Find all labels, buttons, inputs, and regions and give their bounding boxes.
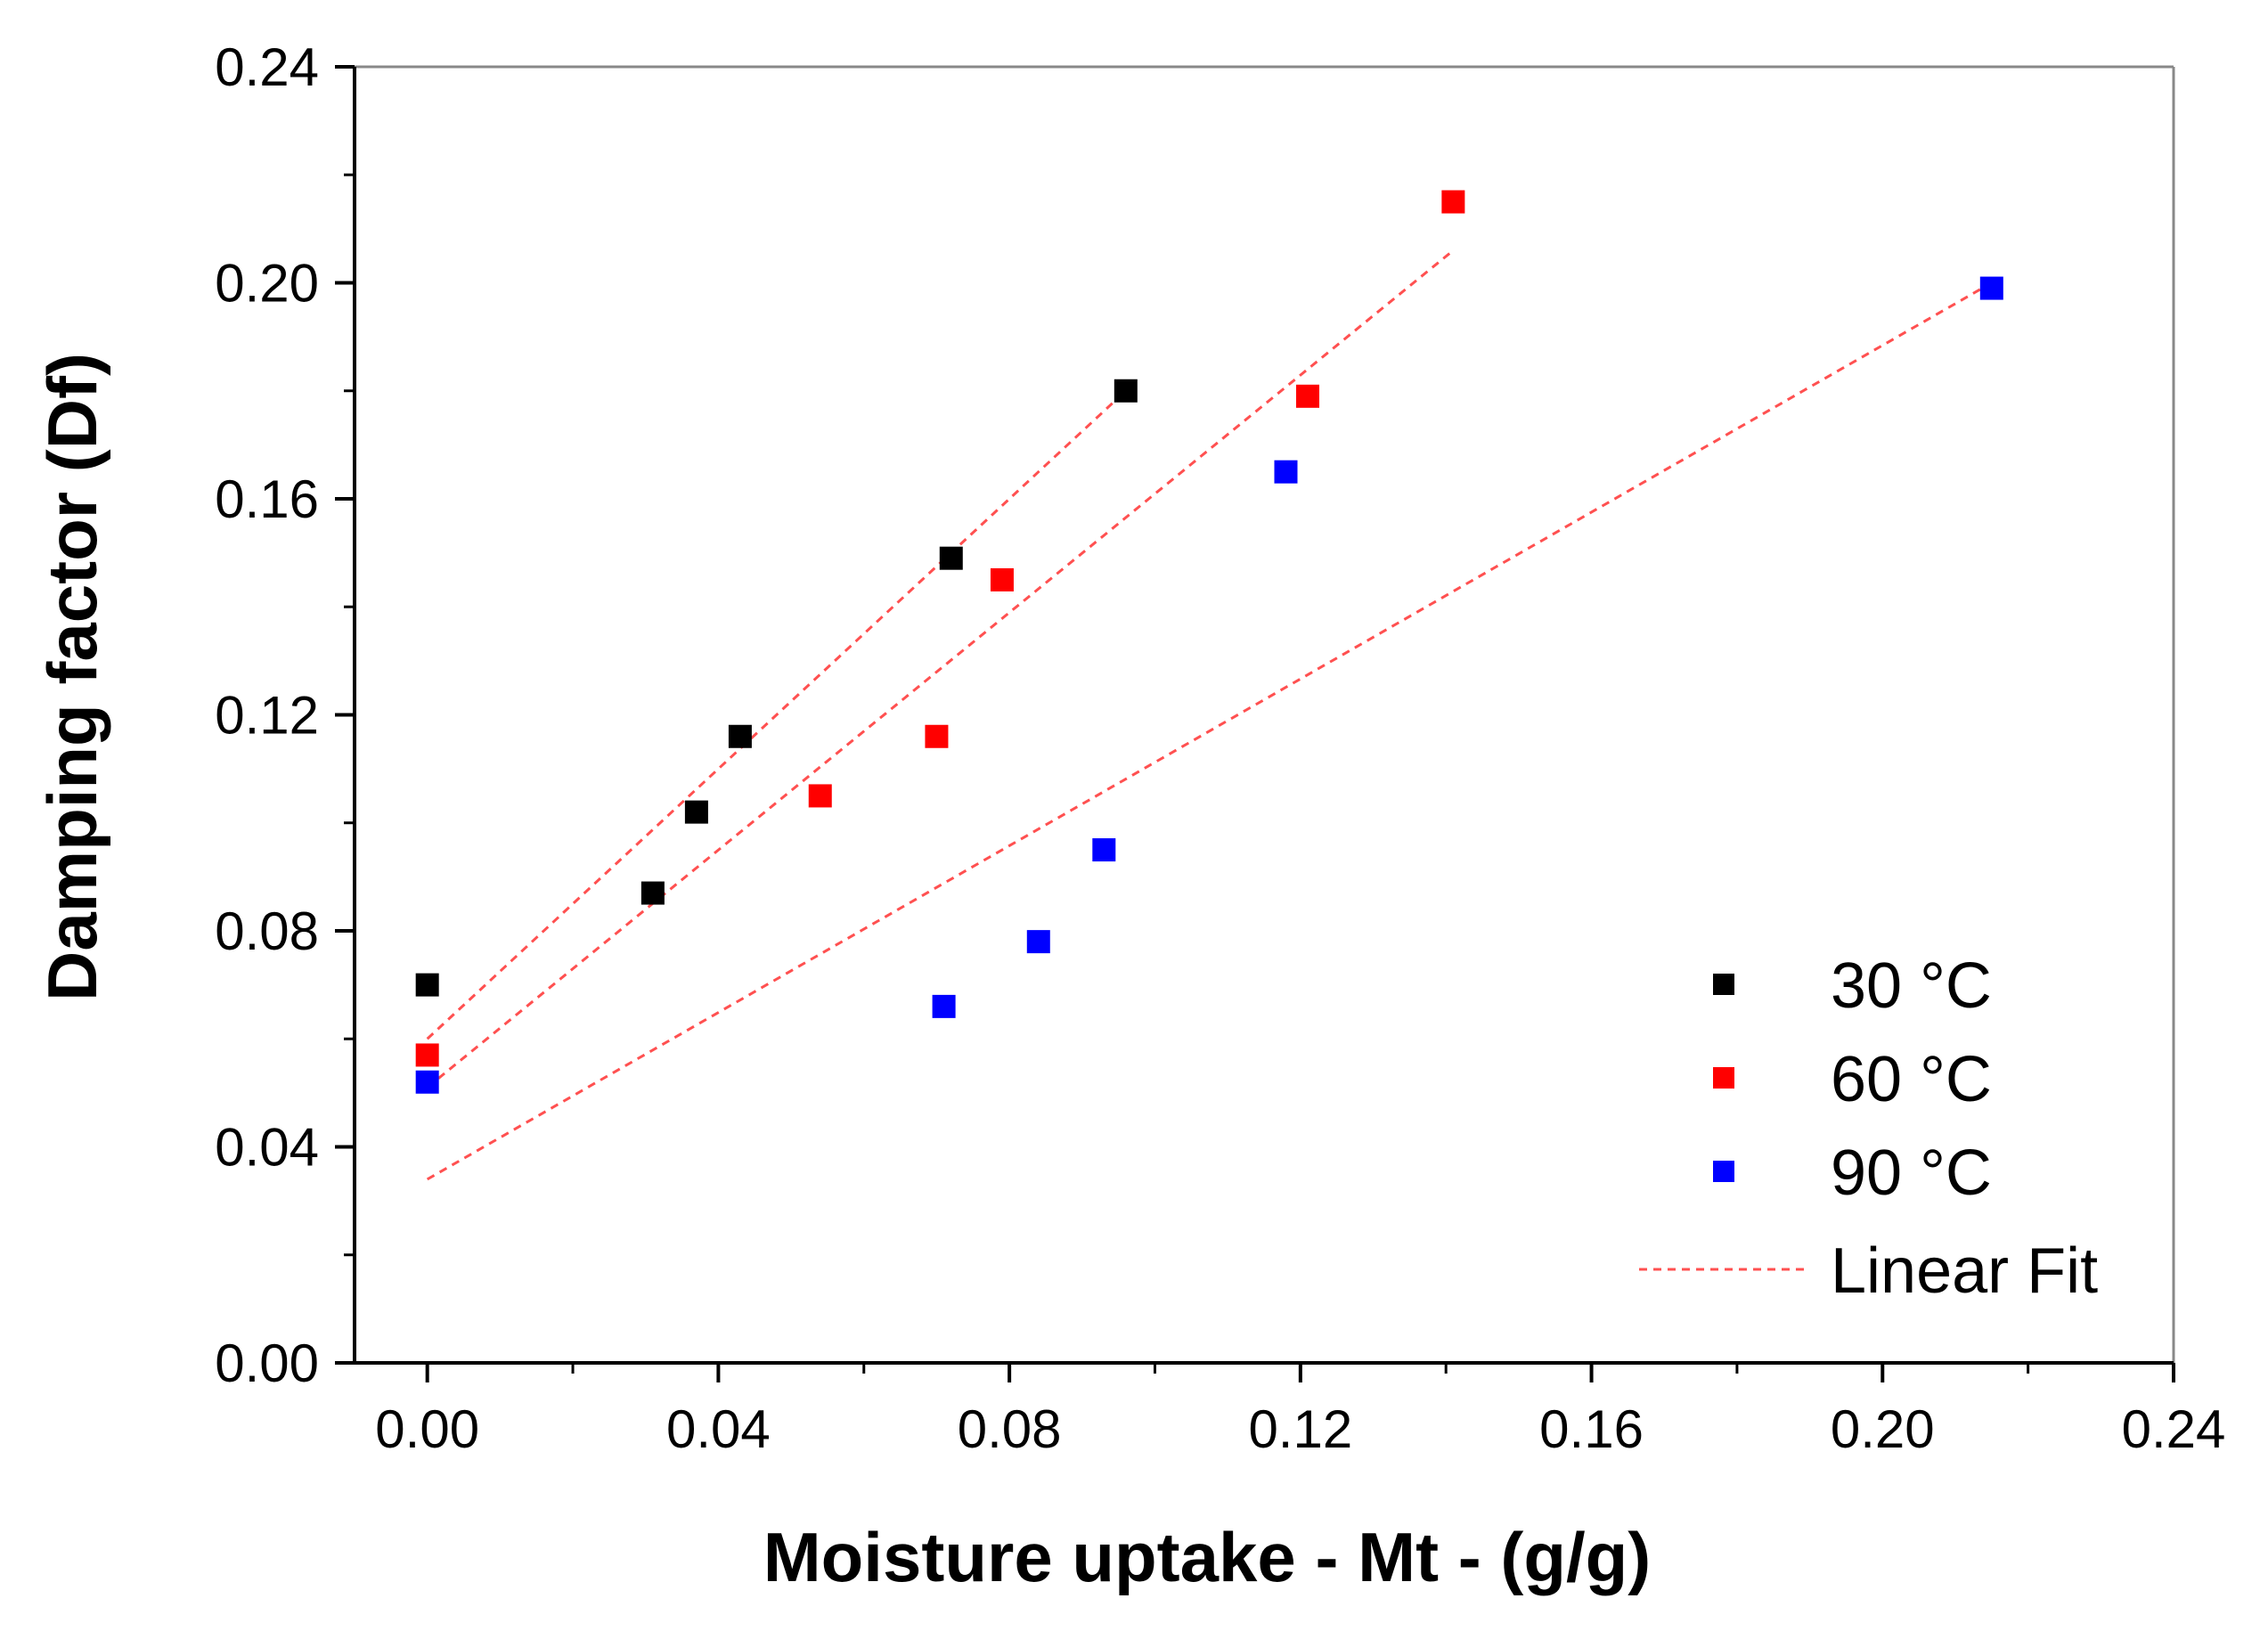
axes: 0.00 0.04 0.08 0.12 0.16 0.20 0.24 0.00 0.04 0.08… [215, 37, 2225, 1459]
linear-fit-line [426, 281, 1993, 1181]
x-tick-label: 0.16 [1539, 1399, 1644, 1459]
legend-label: 60 °C [1831, 1044, 1992, 1115]
data-point [939, 546, 963, 570]
data-point [990, 567, 1014, 591]
y-tick-label: 0.08 [215, 901, 319, 961]
data-points [415, 190, 2003, 1094]
legend-label: Linear Fit [1831, 1235, 2098, 1307]
linear-fit-lines [426, 249, 1993, 1181]
legend-marker [1713, 974, 1734, 995]
legend: 30 °C 60 °C 90 °C Linear Fit [1639, 950, 2098, 1307]
y-tick-label: 0.20 [215, 254, 319, 314]
data-point [728, 724, 752, 748]
legend-label: 30 °C [1831, 950, 1992, 1022]
x-tick-label: 0.12 [1248, 1399, 1352, 1459]
x-tick-label: 0.04 [666, 1399, 771, 1459]
data-point [925, 724, 949, 748]
data-point [1026, 930, 1050, 954]
data-point [684, 800, 708, 824]
legend-marker [1713, 1161, 1734, 1182]
legend-label: 90 °C [1831, 1138, 1992, 1209]
y-tick-label: 0.24 [215, 37, 319, 97]
legend-marker [1713, 1067, 1734, 1089]
y-tick-label: 0.04 [215, 1118, 319, 1178]
x-tick-label: 0.24 [2122, 1399, 2226, 1459]
x-tick-label: 0.08 [958, 1399, 1062, 1459]
x-tick-label: 0.00 [375, 1399, 479, 1459]
data-point [640, 881, 665, 905]
x-axis-title: Moisture uptake - Mt - (g/g) [763, 1518, 1652, 1596]
data-point [1979, 276, 2003, 300]
data-point [808, 784, 832, 808]
data-point [1441, 190, 1465, 214]
y-axis-title: Damping factor (Df) [33, 353, 111, 1001]
data-point [415, 1043, 439, 1067]
data-point [415, 973, 439, 997]
x-tick-label: 0.20 [1831, 1399, 1935, 1459]
data-point [415, 1070, 439, 1094]
data-point [1092, 838, 1116, 862]
data-point [1114, 379, 1138, 403]
y-tick-label: 0.12 [215, 686, 319, 746]
data-point [1274, 460, 1298, 484]
data-point [932, 994, 956, 1018]
y-tick-label: 0.00 [215, 1333, 319, 1393]
data-point [1296, 384, 1320, 408]
linear-fit-line [426, 249, 1455, 1089]
y-tick-label: 0.16 [215, 469, 319, 529]
linear-fit-line [426, 389, 1127, 1040]
